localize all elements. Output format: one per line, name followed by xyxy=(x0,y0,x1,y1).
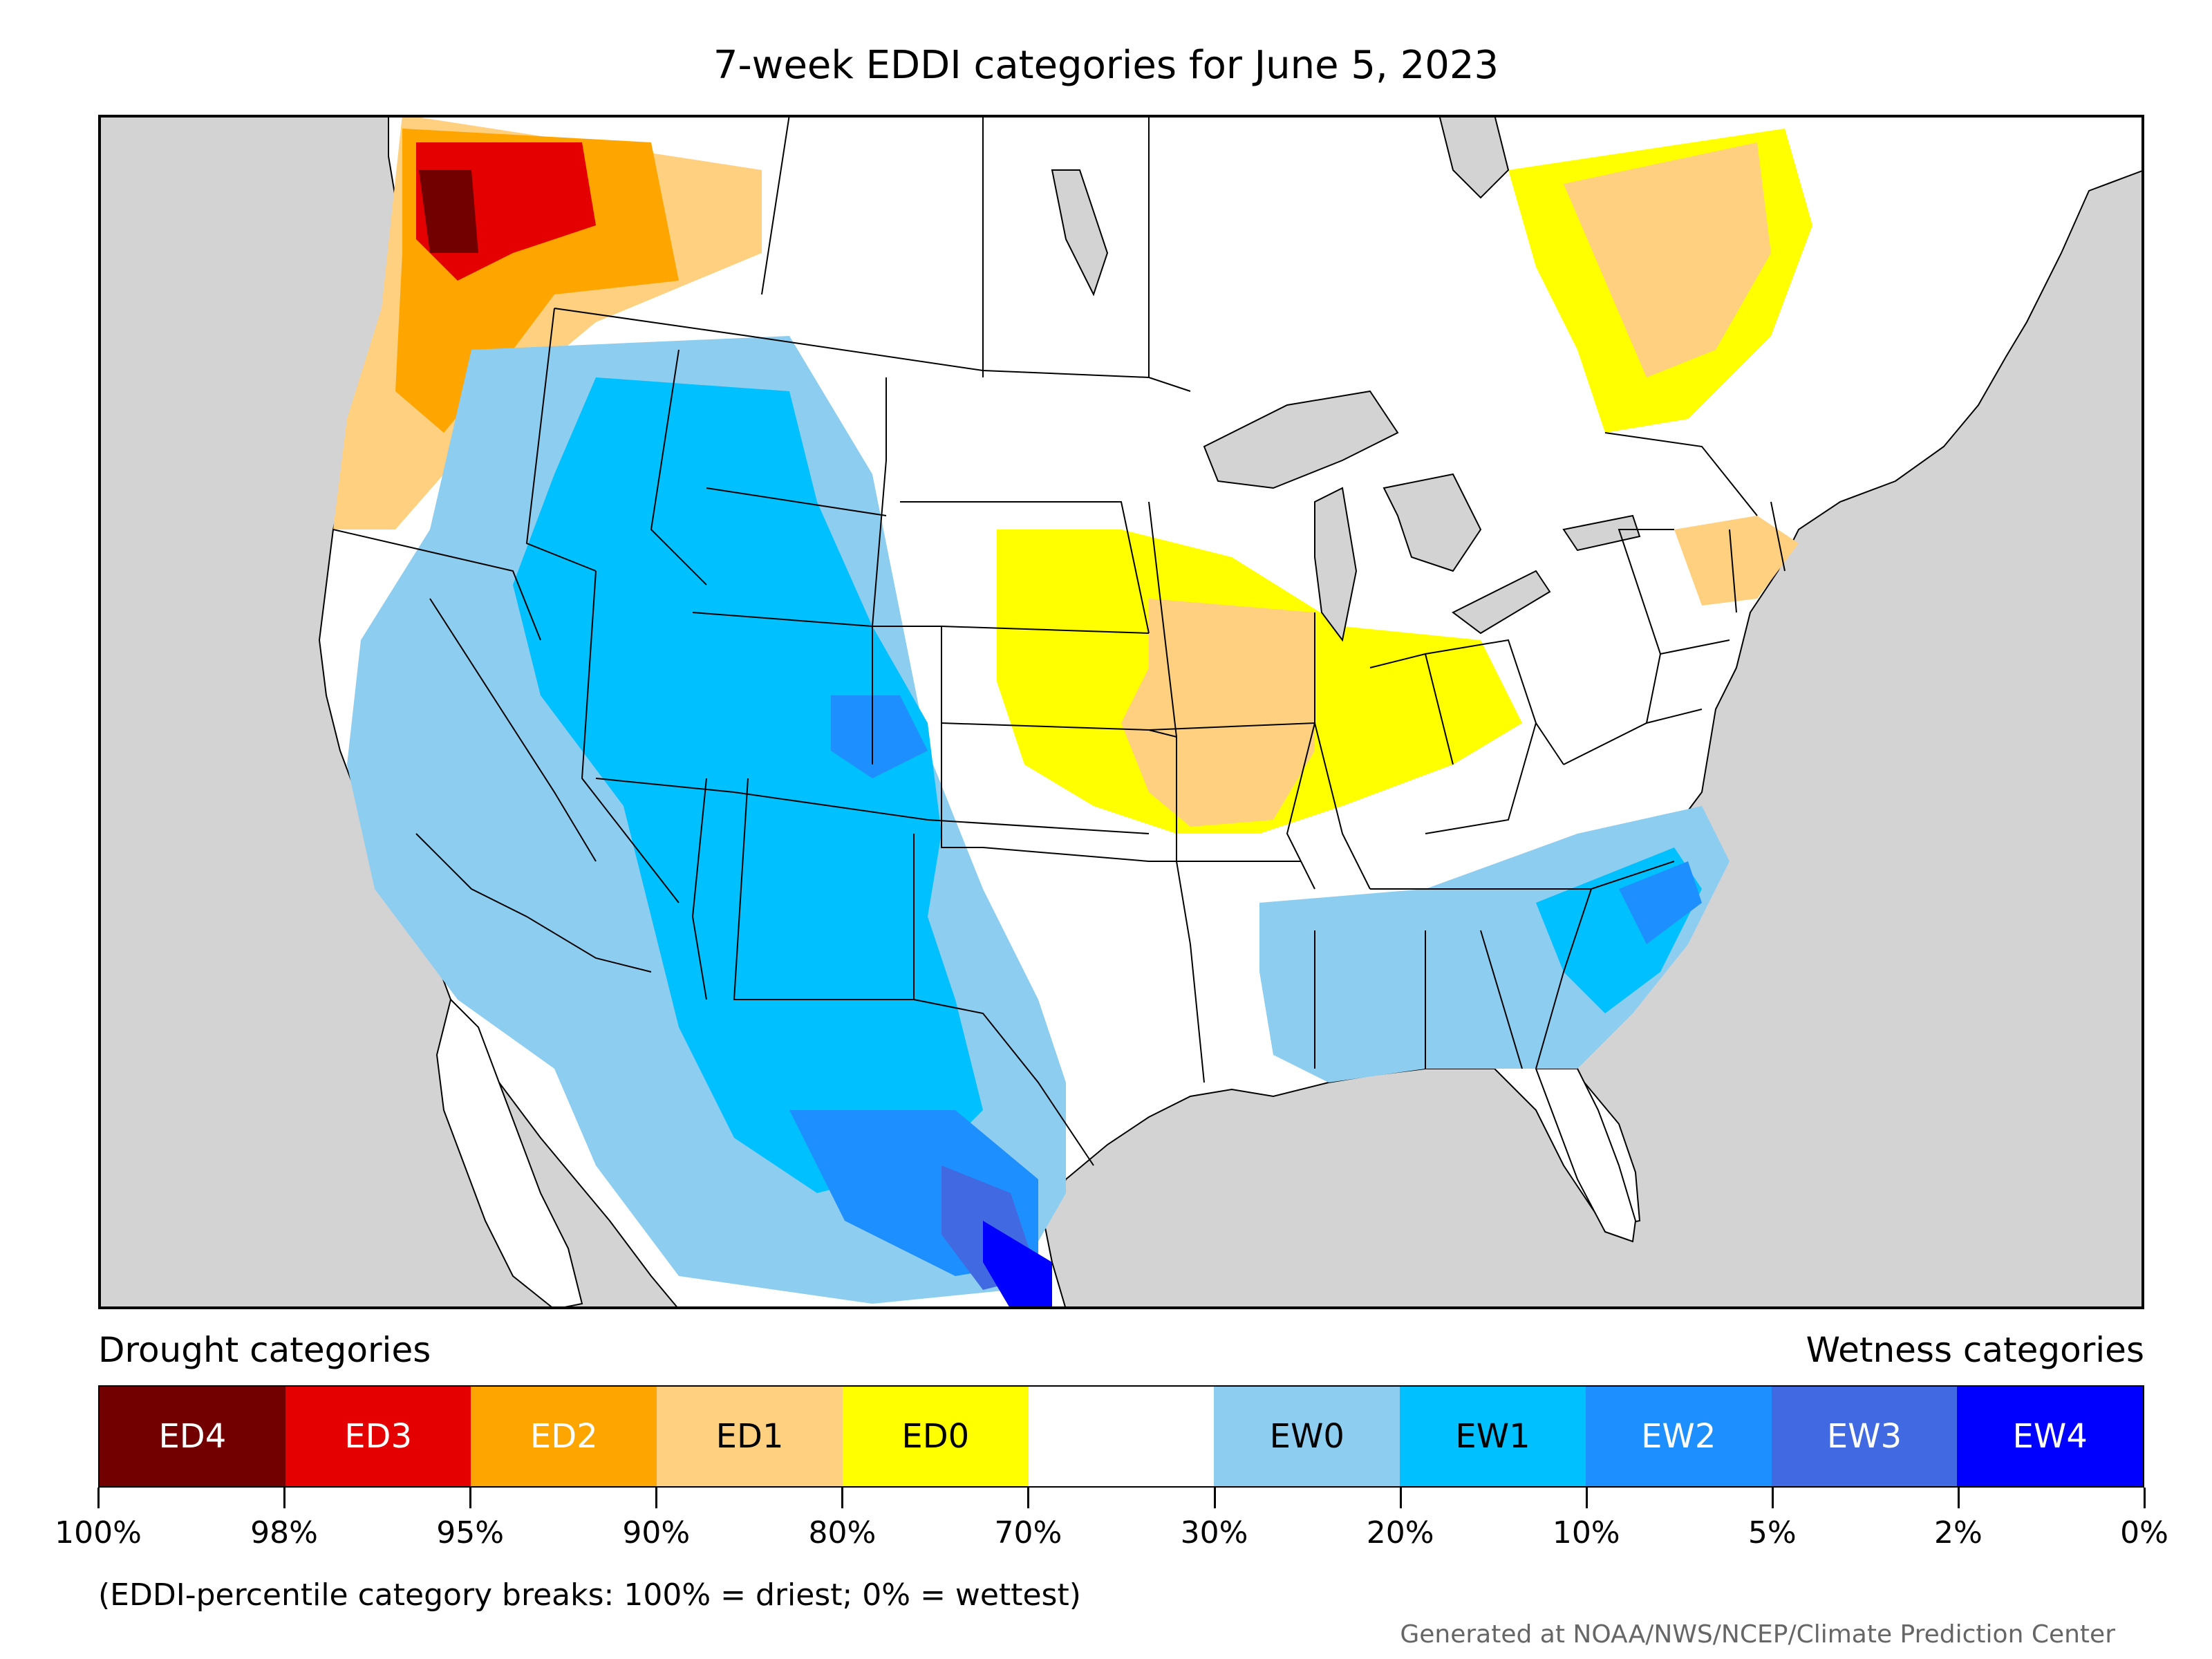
legend-tick-label: 98% xyxy=(250,1515,318,1550)
legend-tick-label: 10% xyxy=(1552,1515,1620,1550)
region-ne-canada-ed1 xyxy=(1564,142,1771,377)
legend-category-ed0: ED0 xyxy=(842,1387,1029,1486)
legend-category-ew2: EW2 xyxy=(1585,1387,1772,1486)
legend-category-ed3: ED3 xyxy=(285,1387,471,1486)
land-florida xyxy=(1535,1068,1637,1243)
lake-superior xyxy=(1203,390,1399,489)
great-lakes xyxy=(1203,390,1641,642)
credit-line: Generated at NOAA/NWS/NCEP/Climate Predi… xyxy=(1400,1620,2115,1649)
legend-tick-label: 2% xyxy=(1934,1515,1983,1550)
category-breaks-note: (EDDI-percentile category breaks: 100% =… xyxy=(98,1577,1081,1613)
legend-tick xyxy=(97,1488,100,1508)
region-carolinas-ew2 xyxy=(1619,861,1702,944)
legend-category-ed4: ED4 xyxy=(100,1387,285,1486)
map-frame xyxy=(98,115,2144,1309)
legend-tick xyxy=(1771,1488,1774,1508)
map-title: 7-week EDDI categories for June 5, 2023 xyxy=(713,43,1499,88)
category-legend-bar: ED4 ED3 ED2 ED1 ED0 EW0 EW1 EW2 EW3 EW4 xyxy=(98,1385,2144,1488)
legend-category-ew4: EW4 xyxy=(1957,1387,2144,1486)
legend-tick xyxy=(655,1488,658,1508)
lake-erie xyxy=(1452,570,1551,635)
region-midwest-ed1 xyxy=(1121,599,1315,827)
legend-tick xyxy=(469,1488,472,1508)
lake-michigan xyxy=(1314,487,1358,642)
legend-category-ew3: EW3 xyxy=(1771,1387,1958,1486)
region-new-england-ed1 xyxy=(1674,516,1799,606)
legend-tick-label: 100% xyxy=(55,1515,142,1550)
legend-tick xyxy=(2144,1488,2146,1508)
legend-tick xyxy=(1957,1488,1960,1508)
legend-tick-label: 80% xyxy=(808,1515,877,1550)
legend-tick-label: 30% xyxy=(1180,1515,1248,1550)
legend-tick xyxy=(283,1488,286,1508)
legend-category-normal xyxy=(1028,1387,1215,1486)
lake-ontario xyxy=(1562,514,1641,552)
lake-winnipeg xyxy=(1051,169,1109,297)
lake-huron xyxy=(1382,473,1482,572)
legend-category-ew0: EW0 xyxy=(1214,1387,1400,1486)
region-colorado-ew2 xyxy=(831,695,928,778)
legend-ticks xyxy=(97,1488,2146,1515)
legend-tick-label: 95% xyxy=(436,1515,505,1550)
region-pnw-ed4 xyxy=(419,170,478,253)
james-bay xyxy=(1438,115,1510,199)
legend-tick-label: 0% xyxy=(2120,1515,2168,1550)
legend-tick-label: 70% xyxy=(994,1515,1062,1550)
legend-category-ew1: EW1 xyxy=(1400,1387,1586,1486)
legend-tick xyxy=(1027,1488,1030,1508)
region-texas-ew4 xyxy=(983,1221,1052,1309)
legend-tick-label: 90% xyxy=(622,1515,691,1550)
legend-tick xyxy=(1213,1488,1216,1508)
legend-category-ed1: ED1 xyxy=(657,1387,843,1486)
political-boundaries xyxy=(332,115,1785,1166)
wetness-categories-label: Wetness categories xyxy=(1806,1330,2144,1370)
legend-tick xyxy=(1399,1488,1402,1508)
drought-categories-label: Drought categories xyxy=(98,1330,431,1370)
legend-tick xyxy=(1585,1488,1588,1508)
legend-category-ed2: ED2 xyxy=(471,1387,657,1486)
legend-tick-label: 20% xyxy=(1366,1515,1434,1550)
legend-tick xyxy=(841,1488,844,1508)
legend-tick-label: 5% xyxy=(1747,1515,1797,1550)
eddi-map xyxy=(98,115,2144,1309)
